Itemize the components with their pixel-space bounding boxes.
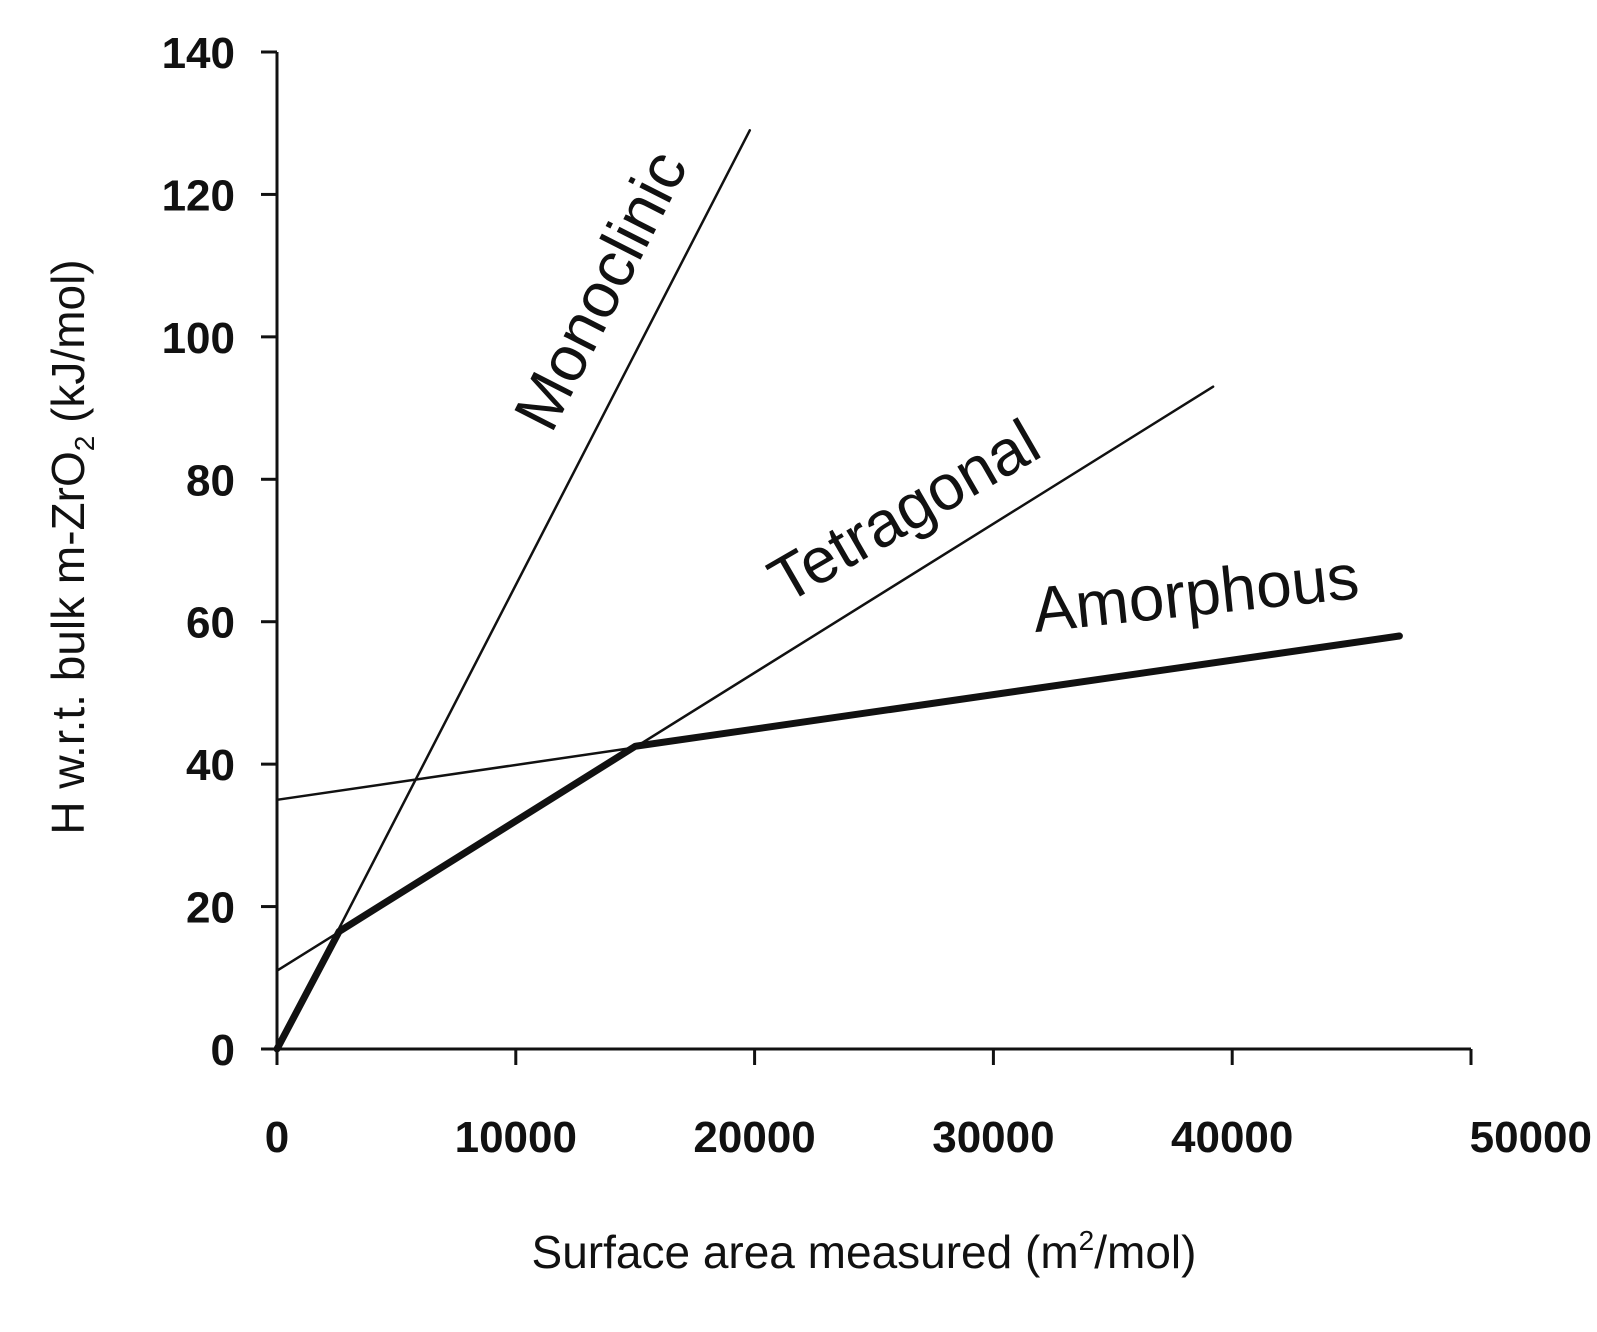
x-tick-label: 50000 <box>1470 1113 1592 1162</box>
y-tick-label: 120 <box>162 171 235 220</box>
y-tick-label: 80 <box>186 456 235 505</box>
y-axis-title-subscript: 2 <box>69 436 100 452</box>
x-axis-title-tail: /mol) <box>1094 1226 1196 1278</box>
y-tick-label: 60 <box>186 599 235 648</box>
y-tick-label: 0 <box>211 1026 235 1075</box>
x-axis-title-main: Surface area measured (m <box>532 1226 1079 1278</box>
series-label-tetragonal: Tetragonal <box>757 405 1052 617</box>
y-tick-label: 140 <box>162 29 235 78</box>
x-axis-title: Surface area measured (m2/mol) <box>532 1225 1197 1278</box>
y-ticks: 0 20 40 60 80 100 120 140 <box>162 29 277 1075</box>
y-tick-label: 20 <box>186 884 235 933</box>
y-tick-label: 40 <box>186 741 235 790</box>
series-line-stable-envelope <box>273 632 1403 1053</box>
x-tick-label: 0 <box>265 1113 289 1162</box>
axes <box>275 52 1471 1051</box>
y-tick-label: 100 <box>162 314 235 363</box>
x-ticks: 0 10000 20000 30000 40000 50000 <box>265 1049 1592 1162</box>
x-tick-label: 40000 <box>1171 1113 1293 1162</box>
series-lines <box>273 129 1403 1053</box>
x-tick-label: 20000 <box>693 1113 815 1162</box>
series-label-amorphous: Amorphous <box>1029 540 1362 646</box>
y-axis-title-tail: (kJ/mol) <box>42 259 94 435</box>
y-axis-title-main: H w.r.t. bulk m-ZrO <box>42 451 94 834</box>
x-tick-label: 30000 <box>932 1113 1054 1162</box>
x-axis-title-superscript: 2 <box>1079 1225 1095 1256</box>
series-line-monoclinic <box>275 129 752 1051</box>
x-tick-label: 10000 <box>455 1113 577 1162</box>
series-label-monoclinic: Monoclinic <box>500 139 701 441</box>
y-axis-title: H w.r.t. bulk m-ZrO2 (kJ/mol) <box>42 259 100 834</box>
